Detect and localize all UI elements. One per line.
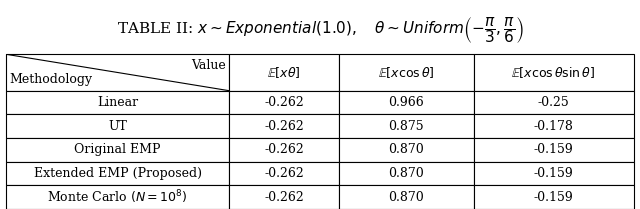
Text: Methodology: Methodology — [10, 73, 93, 86]
Text: Value: Value — [191, 59, 226, 72]
Text: TABLE II: $x \sim Exponential(1.0), \quad \theta \sim Uniform\left(-\dfrac{\pi}{: TABLE II: $x \sim Exponential(1.0), \qua… — [116, 15, 524, 45]
